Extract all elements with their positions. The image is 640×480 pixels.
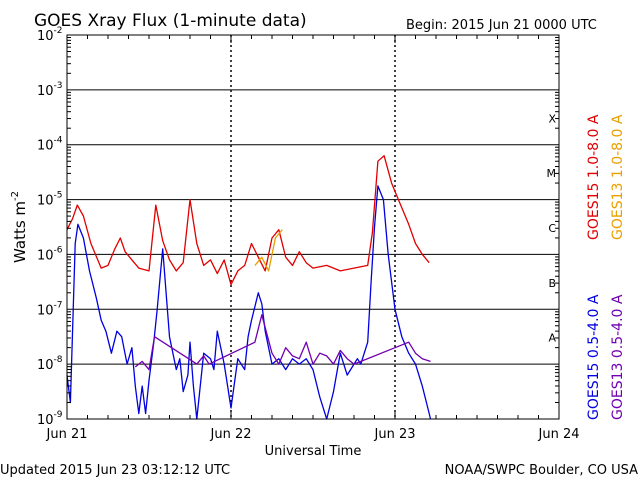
flare-class-B: B — [548, 277, 556, 290]
y-tick-base: 10 — [37, 303, 54, 318]
x-axis-label: Universal Time — [265, 444, 362, 459]
chart-title: GOES Xray Flux (1-minute data) — [34, 11, 307, 31]
y-tick-label-1e-3: 10-3 — [37, 81, 63, 99]
y-axis-label-text: Watts m — [11, 201, 29, 263]
footer-credit: NOAA/SWPC Boulder, CO USA — [445, 463, 638, 478]
flare-class-labels: X M C B A — [547, 112, 557, 344]
y-tick-base: 10 — [37, 358, 54, 373]
flare-class-M: M — [547, 167, 557, 180]
y-tick-label-1e-8: 10-8 — [37, 355, 63, 373]
y-tick-exponent: -6 — [54, 245, 63, 255]
series-line-goes13-1-0-8-0-a — [254, 229, 283, 272]
y-axis-label-exponent: -2 — [10, 191, 21, 201]
y-tick-exponent: -8 — [54, 355, 63, 365]
y-tick-exponent: -7 — [54, 300, 63, 310]
y-tick-exponent: -4 — [54, 136, 63, 146]
y-tick-label-1e-5: 10-5 — [37, 191, 63, 209]
plot-frame — [66, 34, 560, 420]
y-axis-label: Watts m-2 — [10, 191, 29, 263]
x-tick-label: Jun 21 — [46, 427, 88, 442]
y-tick-base: 10 — [37, 84, 54, 99]
y-tick-exponent: -2 — [54, 26, 63, 36]
y-tick-label-1e-2: 10-2 — [37, 26, 63, 44]
legend-goes13-short: GOES13 0.5-4.0 A — [610, 294, 626, 420]
legend-goes15-short: GOES15 0.5-4.0 A — [586, 294, 602, 420]
gridlines — [67, 35, 559, 419]
legend-goes13-long: GOES13 1.0-8.0 A — [610, 114, 626, 240]
legend: GOES15 1.0-8.0 A GOES13 1.0-8.0 A GOES15… — [586, 114, 626, 420]
y-tick-base: 10 — [37, 194, 54, 209]
y-tick-base: 10 — [37, 413, 54, 428]
flare-class-X: X — [548, 112, 556, 125]
y-tick-exponent: -3 — [54, 81, 63, 91]
svg-text:Watts m-2: Watts m-2 — [10, 191, 29, 263]
y-tick-label-1e-9: 10-9 — [37, 410, 63, 428]
x-tick-label: Jun 24 — [538, 427, 580, 442]
begin-label: Begin: 2015 Jun 21 0000 UTC — [406, 18, 597, 33]
y-tick-base: 10 — [37, 248, 54, 263]
y-tick-label-1e-4: 10-4 — [37, 136, 63, 154]
y-tick-label-1e-7: 10-7 — [37, 300, 63, 318]
series-line-goes15-0-5-4-0-a — [66, 185, 432, 420]
y-tick-label-1e-6: 10-6 — [37, 245, 63, 263]
series-line-goes13-0-5-4-0-a — [134, 314, 431, 371]
y-tick-exponent: -5 — [54, 191, 63, 201]
y-tick-base: 10 — [37, 139, 54, 154]
x-tick-label: Jun 23 — [374, 427, 416, 442]
legend-goes15-long: GOES15 1.0-8.0 A — [586, 114, 602, 240]
series-line-goes15-1-0-8-0-a — [66, 155, 430, 286]
flare-class-C: C — [548, 222, 556, 235]
x-tick-label: Jun 22 — [210, 427, 252, 442]
y-tick-base: 10 — [37, 29, 54, 44]
y-tick-exponent: -9 — [54, 410, 63, 420]
flare-class-A: A — [548, 332, 556, 345]
data-series — [66, 155, 432, 420]
footer-updated: Updated 2015 Jun 23 03:12:12 UTC — [0, 463, 230, 478]
